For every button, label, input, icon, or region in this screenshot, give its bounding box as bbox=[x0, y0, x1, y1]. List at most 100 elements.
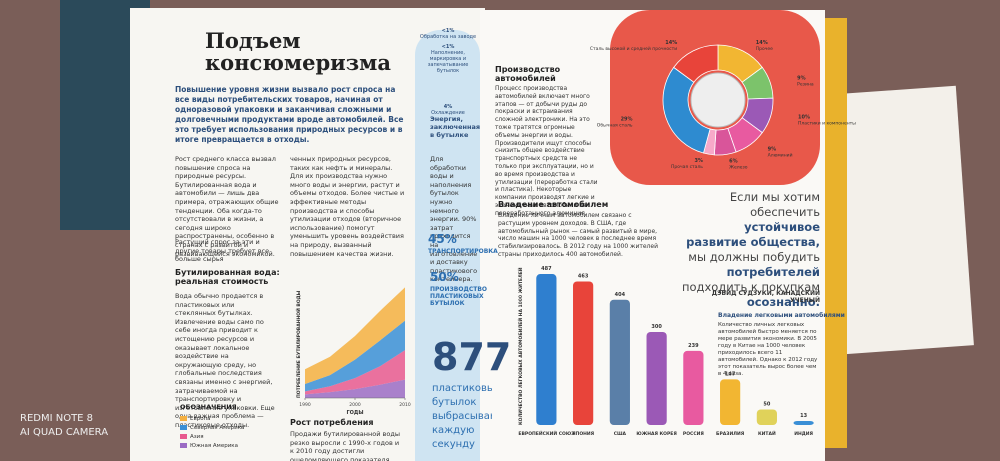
title: Подъем консюмеризма bbox=[205, 28, 391, 75]
legend-item: Азия bbox=[180, 432, 270, 441]
bar bbox=[646, 332, 667, 425]
section-title: Владение автомобилем bbox=[498, 200, 609, 209]
bar-value-label: 239 bbox=[688, 343, 699, 349]
legend-item: Северная Америка bbox=[180, 423, 270, 432]
x-tick-label: РОССИЯ bbox=[683, 431, 704, 437]
section-title: Производство автомобилей bbox=[495, 65, 561, 83]
pie-value-label: 6% bbox=[729, 158, 738, 164]
area bbox=[305, 287, 405, 384]
pie-slice bbox=[662, 66, 711, 154]
area bbox=[305, 350, 405, 395]
wheel-hub bbox=[690, 72, 746, 128]
bar-value-label: 13 bbox=[800, 413, 807, 419]
quote-part: устойчивое развитие общества, bbox=[686, 220, 820, 249]
bottle bbox=[415, 30, 480, 461]
x-axis-label: ГОДЫ bbox=[346, 410, 363, 416]
bar bbox=[609, 299, 630, 425]
bar-value-label: 463 bbox=[578, 273, 589, 279]
energy-text: Для обработки воды и наполнения бутылок … bbox=[430, 155, 478, 284]
quote-part: подходить к покупкам bbox=[682, 280, 820, 294]
legend-swatch bbox=[180, 434, 187, 439]
pie-value-label: 3% bbox=[694, 158, 703, 164]
step-value: 4% bbox=[443, 104, 453, 110]
legend-item: Южная Америка bbox=[180, 441, 270, 450]
bottle-steps: <1% Обработка на заводе <1% Наполнение, мар… bbox=[418, 28, 478, 120]
quote-part: Если мы хотим обеспечить bbox=[729, 190, 820, 219]
x-tick-label: ИНДИЯ bbox=[794, 431, 813, 437]
bar bbox=[683, 350, 704, 425]
pie-label: Прочее bbox=[756, 46, 773, 52]
pie-value-label: 9% bbox=[768, 147, 777, 153]
watermark-line: REDMI NOTE 8 bbox=[20, 413, 94, 424]
pie-label: Обычная сталь bbox=[597, 123, 633, 129]
pie-value-label: 9% bbox=[797, 75, 806, 81]
section-text: Вода обычно продается в пластиковых или … bbox=[175, 292, 275, 429]
bar-value-label: 404 bbox=[615, 292, 626, 298]
bar-value-label: 487 bbox=[541, 266, 552, 272]
step-label: Наполнение, маркировка и запечатывание б… bbox=[427, 50, 469, 74]
big-text: пластиковых бутылок выбрасываются каждую… bbox=[432, 383, 492, 450]
pie-label: Сталь высокой и средней прочности bbox=[590, 45, 677, 52]
watermark: REDMI NOTE 8 AI QUAD CAMERA bbox=[20, 412, 108, 440]
pie-label: Железо bbox=[729, 164, 748, 170]
energy-title: Энергия, заключенная в бутылке bbox=[430, 115, 481, 139]
legend-swatch bbox=[180, 425, 187, 430]
area bbox=[305, 320, 405, 392]
section-text: Продажи бутилированной воды резко выросл… bbox=[290, 430, 400, 461]
bar bbox=[793, 420, 814, 425]
pie-value-label: 14% bbox=[756, 40, 768, 46]
bottle-step: <1% Наполнение, маркировка и запечатывани… bbox=[418, 44, 478, 74]
section-title: Рост потребления bbox=[290, 418, 374, 427]
step-label: Охлаждение bbox=[431, 110, 465, 116]
body-text: Растущий спрос за эти и другие товары тр… bbox=[175, 238, 270, 264]
y-axis-label: ПОТРЕБЛЕНИЕ БУТИЛИРОВАННОЙ ВОДЫ bbox=[294, 290, 302, 398]
bar bbox=[756, 409, 777, 425]
bar-value-label: 147 bbox=[725, 371, 736, 377]
pie-value-label: 29% bbox=[621, 117, 633, 123]
step-value: <1% bbox=[441, 28, 455, 34]
y-axis-label: КОЛИЧЕСТВО ЛЕГКОВЫХ АВТОМОБИЛЕЙ НА 1000 … bbox=[516, 267, 524, 425]
x-tick-label: США bbox=[614, 431, 627, 437]
x-tick-label: 1990 bbox=[299, 402, 311, 408]
x-tick-label: 2000 bbox=[349, 402, 361, 408]
quote-author: ДЭВИД СУДЗУКИ, КАНАДСКИЙ УЧЕНЫЙ bbox=[711, 290, 820, 304]
quote: Если мы хотим обеспечить устойчивое разв… bbox=[680, 190, 820, 310]
stat-value: 50% bbox=[430, 270, 459, 284]
x-tick-label: ЮЖНАЯ КОРЕЯ bbox=[636, 431, 677, 437]
section-title: Бутилированная вода: реальная стоимость bbox=[175, 268, 280, 286]
legend-label: Южная Америка bbox=[190, 442, 238, 449]
x-tick-label: БРАЗИЛИЯ bbox=[716, 431, 745, 437]
step-label: Обработка на заводе bbox=[419, 34, 477, 40]
pie-label: Прочая сталь bbox=[671, 164, 703, 170]
legend-label: Европа bbox=[190, 415, 211, 422]
area bbox=[305, 379, 405, 398]
legend-label: Северная Америка bbox=[190, 424, 245, 431]
big-number: 877 bbox=[432, 335, 512, 379]
x-tick-label: ЯПОНИЯ bbox=[572, 431, 595, 437]
pie-slice bbox=[673, 44, 719, 83]
pie-label: Алюминий bbox=[768, 152, 793, 159]
pie-value-label: 10% bbox=[798, 115, 810, 121]
watermark-line: AI QUAD CAMERA bbox=[20, 427, 109, 438]
legend-swatch bbox=[180, 443, 187, 448]
bar bbox=[536, 274, 557, 425]
step-value: <1% bbox=[441, 44, 455, 50]
pie-label: Резина bbox=[797, 81, 814, 87]
bar bbox=[573, 281, 594, 425]
section-text: Владение личным автомобилем связано с ра… bbox=[498, 212, 658, 258]
quote-part: потребителей bbox=[726, 265, 820, 279]
legend-swatch bbox=[180, 416, 187, 421]
stat-label: ТРАНСПОРТИРОВКА bbox=[428, 248, 498, 255]
bottle-step: <1% Обработка на заводе bbox=[418, 28, 478, 40]
note-text: Количество личных легковых автомобилей б… bbox=[718, 322, 818, 377]
body-text: Рост среднего класса вызвал повышение сп… bbox=[175, 155, 279, 258]
x-tick-label: 2010 bbox=[399, 402, 411, 408]
quote-part: осознанно. bbox=[746, 295, 820, 309]
note-title: Владение легковыми автомобилями bbox=[718, 312, 845, 319]
book-edge bbox=[825, 18, 847, 448]
stat-value: 45% bbox=[428, 232, 457, 246]
lead: Повышение уровня жизни вызвало рост спро… bbox=[175, 85, 404, 144]
bar-value-label: 300 bbox=[651, 324, 662, 330]
